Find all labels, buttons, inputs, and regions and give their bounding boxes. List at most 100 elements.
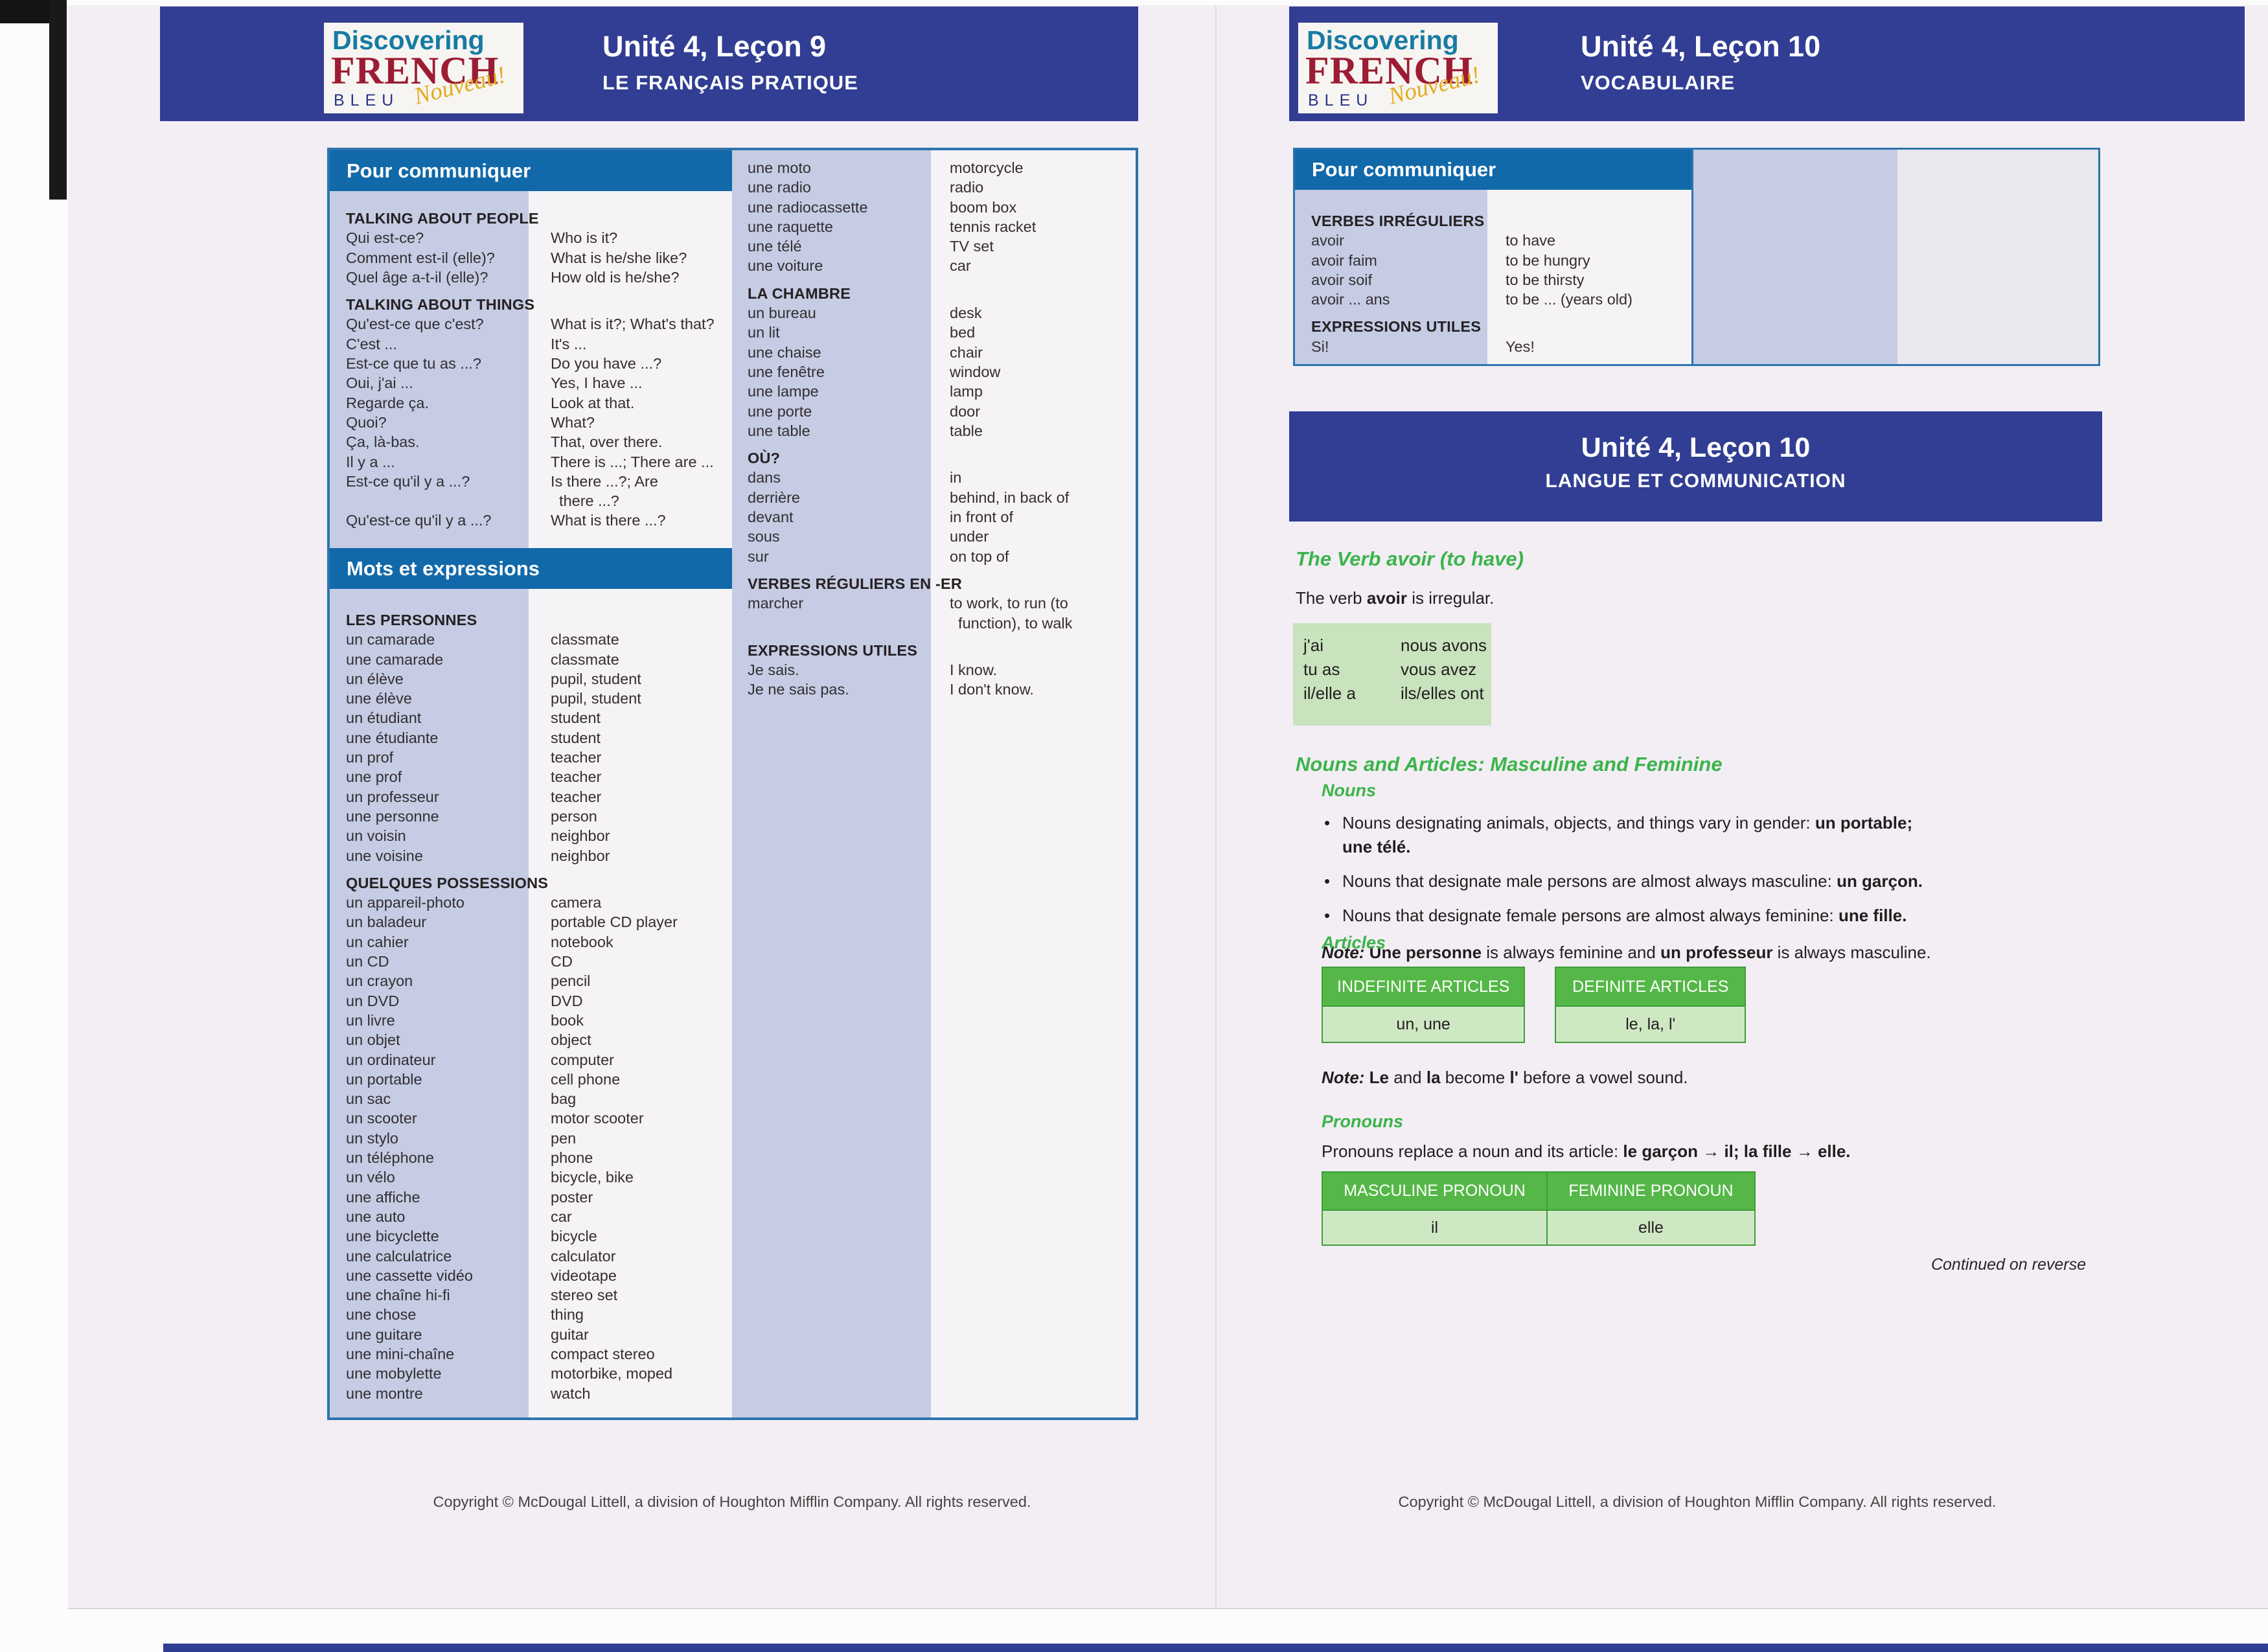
english-translation: pupil, student [551, 690, 641, 707]
french-term: un appareil-photo [346, 894, 464, 912]
french-term: une table [748, 422, 810, 439]
langue-communication-header: Unité 4, Leçon 10 LANGUE ET COMMUNICATIO… [1289, 411, 2102, 522]
vocab-row: un baladeur portable CD player [346, 912, 725, 932]
english-translation: thing [551, 1306, 584, 1324]
english-translation: How old is he/she? [551, 268, 680, 286]
text-segment: un garçon. [1837, 871, 1923, 891]
french-term: un baladeur [346, 913, 427, 931]
french-term: une mobylette [346, 1365, 442, 1382]
english-translation: in [950, 469, 962, 487]
vocab-row: un camarade classmate [346, 630, 725, 649]
french-term: une moto [748, 159, 811, 176]
french-term: Je ne sais pas. [748, 681, 849, 698]
conjugation-line: ils/elles ont [1401, 683, 1484, 703]
text-segment: Le [1369, 1068, 1390, 1087]
text-segment: elle. [1817, 1141, 1851, 1161]
english-translation: desk [950, 304, 982, 322]
vocab-row: Si! Yes! [1311, 337, 1680, 356]
english-translation: behind, in back of [950, 488, 1070, 506]
vocab-row: un bureau desk [748, 303, 1134, 323]
vocab-list-irregular-verbs: VERBES IRRÉGULIERS avoir to have avoir faim… [1311, 211, 1680, 356]
vocab-row: un élève pupil, student [346, 669, 725, 689]
french-term: une étudiante [346, 729, 439, 746]
vocab-row: un cahier notebook [346, 932, 725, 952]
vocab-row: une voiture car [748, 256, 1134, 275]
vocab-row: un professeur teacher [346, 787, 725, 807]
french-term: une chaîne hi-fi [346, 1287, 450, 1304]
vocab-section-header: EXPRESSIONS UTILES [1311, 318, 1482, 336]
scan-artifact-corner [0, 0, 57, 23]
vocab-row: un prof teacher [346, 748, 725, 767]
english-translation: motorbike, moped [551, 1365, 673, 1382]
vocab-row: Quel âge a-t-il (elle)? How old is he/she… [346, 268, 725, 287]
english-translation: Is there ...?; Are there ...? [551, 472, 658, 510]
vocab-row: une chaîne hi-fi stereo set [346, 1285, 725, 1305]
french-term: un stylo [346, 1129, 398, 1147]
verb-intro-text: The verb avoir is irregular. [1296, 588, 1494, 608]
scan-artifact-strip [49, 0, 67, 200]
french-term: un élève [346, 670, 404, 687]
english-translation: pupil, student [551, 670, 641, 687]
english-translation: on top of [950, 547, 1009, 565]
french-term: Est-ce que tu as ...? [346, 355, 481, 373]
french-term: Il y a ... [346, 453, 395, 470]
vocab-list-mots: LES PERSONNES un camarade classmate une cam… [346, 610, 725, 1403]
pronouns-rule-text: Pronouns replace a noun and its article:… [1322, 1141, 1851, 1162]
text-segment: is always masculine. [1772, 943, 1931, 962]
vocab-row: une personne person [346, 807, 725, 826]
english-translation: window [950, 363, 1001, 380]
text-segment: il; la fille [1724, 1141, 1792, 1161]
vocab-row: C'est ... It's ... [346, 334, 725, 354]
vocab-row: une chaise chair [748, 343, 1134, 362]
vocab-row: une télé TV set [748, 236, 1134, 256]
vocab-row: une radiocassette boom box [748, 198, 1134, 217]
text-segment: Note: [1322, 1068, 1369, 1087]
text-segment: → [1698, 1141, 1724, 1161]
text-segment: une télé. [1342, 837, 1411, 856]
english-translation: to be hungry [1506, 251, 1590, 269]
french-term: Si! [1311, 338, 1329, 355]
english-translation: There is ...; There are ... [551, 453, 714, 470]
english-translation: under [950, 528, 989, 545]
english-column-band [529, 150, 732, 1417]
french-term: une montre [346, 1384, 423, 1402]
french-term: un professeur [346, 788, 439, 805]
english-translation: boom box [950, 198, 1017, 216]
text-segment: une fille. [1838, 906, 1907, 925]
french-term: un prof [346, 749, 394, 766]
vocab-row: une fenêtre window [748, 362, 1134, 382]
french-term: un étudiant [346, 709, 422, 727]
french-term: C'est ... [346, 335, 397, 352]
vocab-row: dans in [748, 468, 1134, 487]
vocab-row: sous under [748, 527, 1134, 546]
french-term: un sac [346, 1090, 391, 1108]
english-translation: student [551, 709, 601, 727]
right-vocab-box: Pour communiquer VERBES IRRÉGULIERS avoir… [1293, 148, 2100, 366]
vocab-section-header: EXPRESSIONS UTILES [748, 641, 918, 659]
vocab-row: une table table [748, 421, 1134, 441]
french-term: une affiche [346, 1188, 420, 1206]
vocab-row: une raquette tennis racket [748, 217, 1134, 236]
vocab-row: Comment est-il (elle)? What is he/she lik… [346, 248, 725, 268]
vocab-row: Je sais. I know. [748, 660, 1134, 680]
english-translation: tennis racket [950, 218, 1037, 235]
vocab-section-header: LA CHAMBRE [748, 284, 851, 302]
english-translation: pen [551, 1129, 577, 1147]
french-term: Ça, là-bas. [346, 433, 420, 451]
english-translation: bicycle, bike [551, 1169, 634, 1186]
pronoun-table: MASCULINE PRONOUN FEMININE PRONOUN il el… [1322, 1171, 1756, 1246]
english-translation: camera [551, 894, 602, 912]
vocab-row: Ça, là-bas. That, over there. [346, 432, 725, 452]
english-translation: student [551, 729, 601, 746]
french-term: Quoi? [346, 413, 387, 431]
english-translation: CD [551, 953, 573, 970]
text-segment: become [1440, 1068, 1510, 1087]
english-translation: to have [1506, 232, 1556, 249]
english-translation: cell phone [551, 1070, 621, 1088]
masculine-pronoun-value: il [1323, 1210, 1546, 1245]
vocab-row: une étudiante student [346, 728, 725, 748]
french-term: Est-ce qu'il y a ...? [346, 472, 470, 490]
french-term: sous [748, 528, 780, 545]
feminine-pronoun-value: elle [1546, 1210, 1754, 1245]
left-lesson-subtitle: LE FRANÇAIS PRATIQUE [602, 71, 858, 94]
